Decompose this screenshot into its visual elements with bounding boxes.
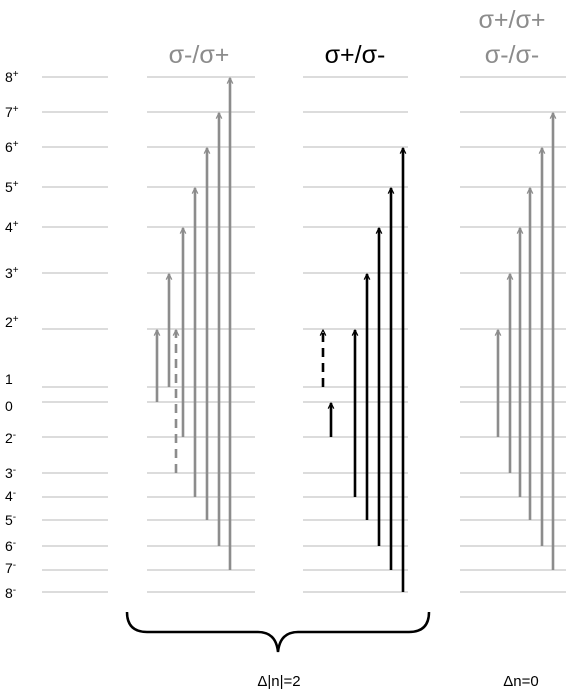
polarization-titles: σ-/σ+ σ+/σ-σ+/σ+ σ-/σ- — [169, 6, 546, 69]
polarization-title: σ+/σ- — [325, 41, 386, 69]
level-label: 5+ — [5, 179, 19, 195]
level-label: 3+ — [5, 265, 19, 281]
level-label: 7+ — [5, 104, 19, 120]
level-label: 1 — [5, 371, 13, 387]
level-label: 2- — [5, 430, 16, 446]
level-label: 8- — [5, 585, 16, 601]
level-label: 4+ — [5, 219, 19, 235]
transition-arrows — [157, 78, 553, 592]
level-label: 6- — [5, 538, 16, 554]
polarization-title: σ+/σ+ — [478, 6, 545, 34]
level-label: 2+ — [5, 314, 19, 330]
level-label: 8+ — [5, 69, 19, 85]
polarization-title: σ-/σ- — [485, 41, 539, 69]
level-label: 7- — [5, 560, 16, 576]
delta-n-0-label: Δn=0 — [503, 673, 538, 690]
level-label: 4- — [5, 488, 16, 504]
brace-label: Δ|n|=2 — [257, 673, 300, 690]
energy-level-lines — [42, 76, 566, 593]
level-label: 0 — [5, 398, 13, 414]
polarization-title: σ-/σ+ — [169, 41, 230, 69]
energy-level-labels: 8+ 7+ 6+ 5+ 4+ 3+ 2+ 1 0 2- 3- 4- 5- 6- 7- 8- — [5, 69, 19, 601]
level-label: 3- — [5, 465, 16, 481]
level-label: 5- — [5, 512, 16, 528]
delta-n-2-brace — [125, 611, 431, 653]
level-label: 6+ — [5, 139, 19, 155]
